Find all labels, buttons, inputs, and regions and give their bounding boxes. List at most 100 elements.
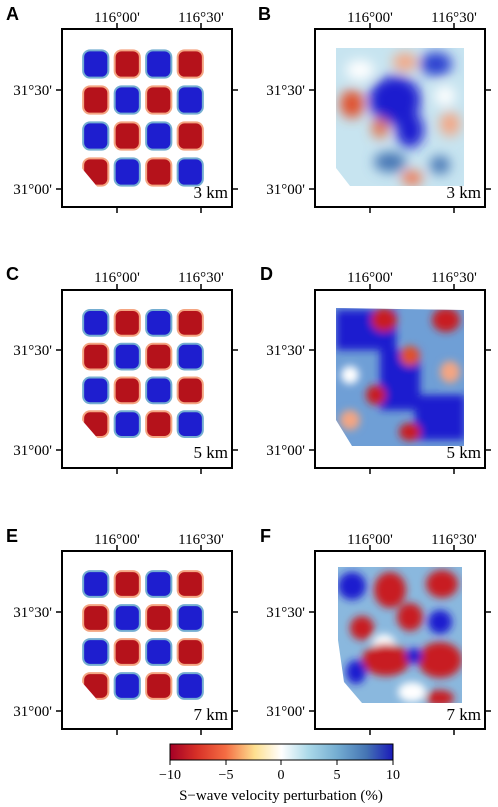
colorbar-tick-label: 5: [334, 768, 341, 783]
map-frame: [314, 289, 486, 469]
low-velocity-cell: [145, 604, 173, 632]
high-velocity-cell: [176, 85, 204, 115]
low-velocity-cell: [176, 121, 204, 151]
low-velocity-cell: [176, 49, 204, 79]
checkerboard-map: [80, 306, 206, 441]
x-tick-label: 116°30': [431, 532, 477, 548]
x-tick-label: 116°00': [347, 532, 393, 548]
y-tick-label: 31°00': [266, 182, 305, 198]
low-velocity-cell: [113, 570, 141, 598]
colorbar: −10 −5 0 5 10 S−wave velocity perturbati…: [159, 743, 400, 804]
y-tick-label: 31°00': [13, 443, 52, 459]
low-velocity-cell: [145, 85, 173, 115]
low-velocity-cell: [113, 49, 141, 79]
panel-c: C 116°00' 116°30' 31°30' 31°00' 5 km: [6, 264, 238, 474]
high-velocity-cell: [82, 570, 110, 598]
x-tick-label: 116°00': [94, 10, 140, 26]
map-frame: [314, 550, 486, 730]
high-velocity-cell: [176, 604, 204, 632]
high-velocity-cell: [176, 410, 204, 438]
recovered-model-map: [338, 567, 462, 703]
x-tick-label: 116°00': [347, 10, 393, 26]
map-frame: [61, 28, 233, 208]
low-velocity-cell: [82, 604, 110, 632]
tick-marks: [56, 23, 238, 213]
high-velocity-cell: [113, 85, 141, 115]
panel-letter: D: [260, 264, 273, 284]
low-velocity-cell: [176, 570, 204, 598]
recovered-model-map: [336, 48, 464, 186]
high-velocity-cell: [145, 121, 173, 151]
low-velocity-cell: [113, 638, 141, 666]
tick-marks: [309, 284, 491, 474]
high-velocity-cell: [113, 672, 141, 700]
low-velocity-cell: [145, 672, 173, 700]
depth-label: 3 km: [194, 183, 228, 202]
colorbar-gradient: [169, 743, 394, 761]
x-tick-label: 116°30': [431, 10, 477, 26]
low-velocity-cell: [176, 376, 204, 405]
low-velocity-cell: [145, 342, 173, 371]
panel-f: F 116°00' 116°30' 31°30' 31°00': [260, 526, 491, 735]
x-tick-label: 116°30': [178, 10, 224, 26]
low-velocity-cell: [82, 672, 110, 700]
low-velocity-cell: [113, 121, 141, 151]
high-velocity-cell: [145, 309, 173, 337]
high-velocity-cell: [176, 672, 204, 700]
y-tick-label: 31°30': [266, 605, 305, 621]
y-tick-label: 31°30': [13, 343, 52, 359]
high-velocity-cell: [113, 604, 141, 632]
depth-label: 7 km: [447, 705, 481, 724]
low-velocity-cell: [145, 410, 173, 438]
y-tick-label: 31°00': [266, 443, 305, 459]
y-tick-label: 31°30': [266, 343, 305, 359]
low-velocity-cell: [82, 410, 110, 438]
low-velocity-cell: [176, 309, 204, 337]
high-velocity-cell: [82, 309, 110, 337]
high-velocity-cell: [82, 49, 110, 79]
tick-marks: [309, 545, 491, 735]
y-tick-label: 31°30': [13, 605, 52, 621]
colorbar-tick-label: 0: [278, 768, 285, 783]
colorbar-tick-label: −5: [219, 768, 234, 783]
y-tick-label: 31°30': [13, 83, 52, 99]
tick-marks: [56, 284, 238, 474]
panel-letter: E: [6, 526, 18, 546]
x-tick-label: 116°30': [178, 532, 224, 548]
high-velocity-cell: [113, 342, 141, 371]
high-velocity-cell: [113, 157, 141, 187]
x-tick-label: 116°00': [94, 532, 140, 548]
high-velocity-cell: [145, 570, 173, 598]
recovered-model-map: [336, 308, 464, 446]
low-velocity-cell: [176, 638, 204, 666]
map-frame: [61, 550, 233, 730]
low-velocity-cell: [82, 342, 110, 371]
panel-letter: A: [6, 4, 19, 24]
panel-letter: C: [6, 264, 19, 284]
y-tick-label: 31°30': [266, 83, 305, 99]
checkerboard-map: [80, 46, 206, 190]
low-velocity-cell: [145, 157, 173, 187]
high-velocity-cell: [145, 638, 173, 666]
low-velocity-cell: [82, 157, 110, 187]
panel-d: D 116°00' 116°30' 31°30' 31°00': [260, 264, 491, 474]
tick-marks: [309, 23, 491, 213]
depth-label: 5 km: [194, 443, 228, 462]
high-velocity-cell: [176, 157, 204, 187]
x-tick-label: 116°00': [94, 270, 140, 286]
high-velocity-cell: [82, 121, 110, 151]
high-velocity-cell: [176, 342, 204, 371]
y-tick-label: 31°00': [13, 182, 52, 198]
map-frame: [314, 28, 486, 208]
depth-label: 3 km: [447, 183, 481, 202]
x-tick-label: 116°30': [431, 270, 477, 286]
colorbar-ticks: [169, 760, 394, 765]
high-velocity-cell: [145, 376, 173, 405]
high-velocity-cell: [145, 49, 173, 79]
panel-letter: F: [260, 526, 271, 546]
x-tick-label: 116°30': [178, 270, 224, 286]
panel-b: B 116°00' 116°30' 31°30' 31°00': [258, 4, 491, 213]
depth-label: 7 km: [194, 705, 228, 724]
tick-marks: [56, 545, 238, 735]
